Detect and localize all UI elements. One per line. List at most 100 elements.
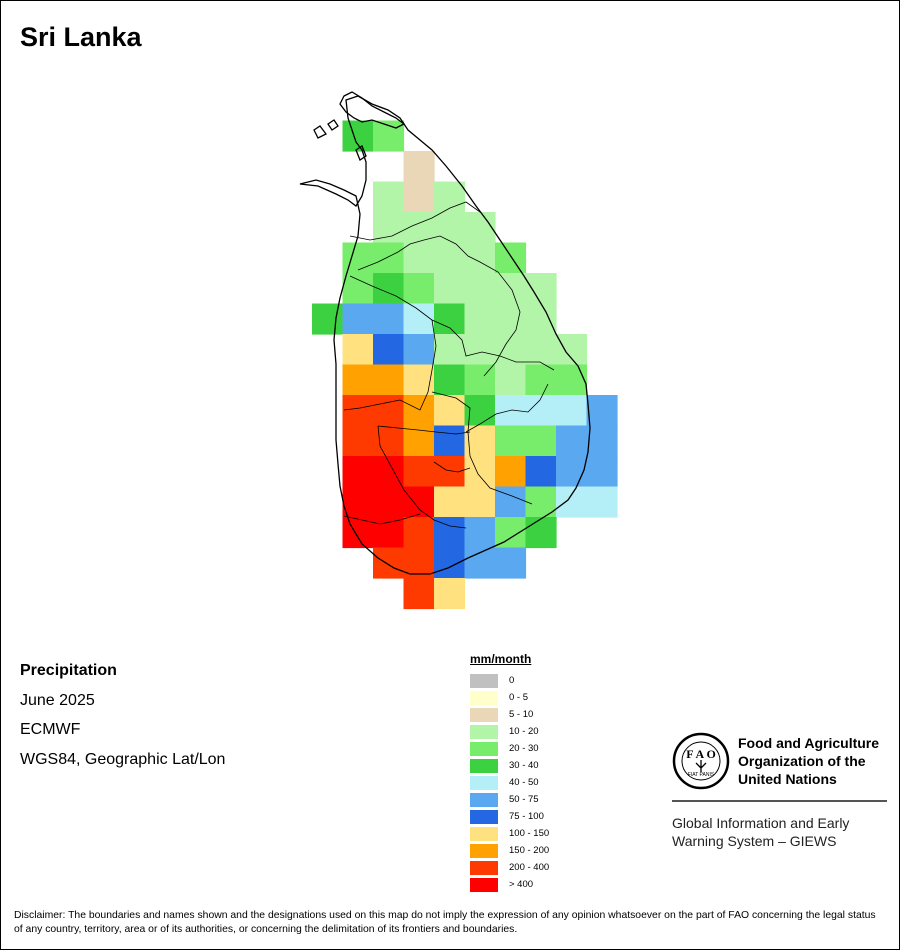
legend-swatch xyxy=(470,826,498,841)
legend-item: 75 - 100 xyxy=(470,808,549,825)
grid-cell xyxy=(464,334,496,366)
fao-name-line3: United Nations xyxy=(738,771,837,787)
grid-cell xyxy=(525,395,557,427)
disclaimer: Disclaimer: The boundaries and names sho… xyxy=(14,910,876,935)
grid-cell xyxy=(556,486,588,518)
legend-label: 30 - 40 xyxy=(509,760,539,771)
legend-item: 20 - 30 xyxy=(470,740,549,757)
grid-cell xyxy=(403,517,435,549)
legend-label: 100 - 150 xyxy=(509,828,550,839)
fao-name-line2: Organization of the xyxy=(738,753,866,769)
legend-item: > 400 xyxy=(470,876,549,893)
legend-swatch xyxy=(470,673,498,688)
grid-cell xyxy=(586,456,618,488)
legend-title: mm/month xyxy=(470,652,532,666)
legend-item: 10 - 20 xyxy=(470,723,549,740)
grid-cell xyxy=(495,425,527,457)
fao-logo-icon: F A O FIAT PANIS xyxy=(672,732,730,790)
grid-cell xyxy=(342,273,374,305)
grid-cell xyxy=(556,456,588,488)
grid-cell xyxy=(434,242,466,274)
legend-item: 200 - 400 xyxy=(470,859,549,876)
legend-swatch xyxy=(470,724,498,739)
grid-cell xyxy=(342,425,374,457)
grid-cell xyxy=(495,364,527,396)
grid-cell xyxy=(556,395,588,427)
grid-cell xyxy=(403,425,435,457)
grid-cell xyxy=(586,425,618,457)
fao-logo-text: F A O xyxy=(686,747,716,761)
grid-cell xyxy=(373,303,405,335)
grid-cell xyxy=(434,578,466,610)
map-info: Precipitation June 2025 ECMWF WGS84, Geo… xyxy=(20,656,225,774)
legend-item: 30 - 40 xyxy=(470,757,549,774)
fao-divider xyxy=(672,800,887,802)
grid-cell xyxy=(373,242,405,274)
coastline xyxy=(299,91,591,575)
giews-label: Global Information and Early Warning Sys… xyxy=(672,814,887,850)
grid-cell xyxy=(342,456,374,488)
grid-cell xyxy=(434,273,466,305)
grid-cell xyxy=(586,395,618,427)
precipitation-map xyxy=(299,91,618,610)
grid-cell xyxy=(525,273,557,305)
grid-cell xyxy=(525,517,557,549)
legend-swatch xyxy=(470,809,498,824)
grid-cell xyxy=(434,547,466,579)
grid-cell xyxy=(403,181,435,213)
legend-label: 0 xyxy=(509,675,515,686)
grid-cell xyxy=(403,456,435,488)
grid-cell xyxy=(556,425,588,457)
fao-branding: F A O FIAT PANIS Food and Agriculture Or… xyxy=(672,732,887,850)
grid-cell xyxy=(525,486,557,518)
grid-cell xyxy=(495,547,527,579)
grid-cell xyxy=(373,212,405,244)
grid-cell xyxy=(342,303,374,335)
legend-swatch xyxy=(470,690,498,705)
grid-cell xyxy=(403,364,435,396)
grid-cell xyxy=(434,181,466,213)
grid-cell xyxy=(495,242,527,274)
grid-cell xyxy=(495,303,527,335)
grid-cell xyxy=(342,395,374,427)
grid-cell xyxy=(495,517,527,549)
grid-cell xyxy=(403,486,435,518)
fao-motto: FIAT PANIS xyxy=(688,772,715,778)
grid-cell xyxy=(495,334,527,366)
province-boundaries xyxy=(343,201,555,529)
period-label: June 2025 xyxy=(20,691,95,709)
legend-swatch xyxy=(470,792,498,807)
grid-cell xyxy=(464,273,496,305)
legend-swatch xyxy=(470,843,498,858)
map-title: Sri Lanka xyxy=(20,22,142,52)
legend-item: 0 xyxy=(470,672,549,689)
grid-cell xyxy=(495,456,527,488)
legend-label: 40 - 50 xyxy=(509,777,539,788)
grid-cell xyxy=(464,242,496,274)
grid-cell xyxy=(403,151,435,183)
grid-cell xyxy=(434,334,466,366)
legend-item: 100 - 150 xyxy=(470,825,549,842)
grid-cell xyxy=(373,334,405,366)
legend-label: 150 - 200 xyxy=(509,845,550,856)
legend-item: 50 - 75 xyxy=(470,791,549,808)
legend-label: 50 - 75 xyxy=(509,794,539,805)
grid-cell xyxy=(342,517,374,549)
legend-label: 10 - 20 xyxy=(509,726,539,737)
grid-cell xyxy=(434,212,466,244)
grid-cell xyxy=(525,334,557,366)
grid-cell xyxy=(403,242,435,274)
grid-cell xyxy=(464,303,496,335)
grid-cell xyxy=(373,547,405,579)
grid-cell xyxy=(464,486,496,518)
legend-item: 5 - 10 xyxy=(470,706,549,723)
fao-name-line1: Food and Agriculture xyxy=(738,735,880,751)
grid-cell xyxy=(586,486,618,518)
legend-swatch xyxy=(470,775,498,790)
legend-label: > 400 xyxy=(509,879,534,890)
grid-cell xyxy=(342,242,374,274)
legend-swatch xyxy=(470,707,498,722)
grid-cell xyxy=(556,334,588,366)
grid-cell xyxy=(373,395,405,427)
legend: mm/month 0 0 - 5 5 - 10 10 - 20 20 - 30 30 - … xyxy=(470,652,549,893)
